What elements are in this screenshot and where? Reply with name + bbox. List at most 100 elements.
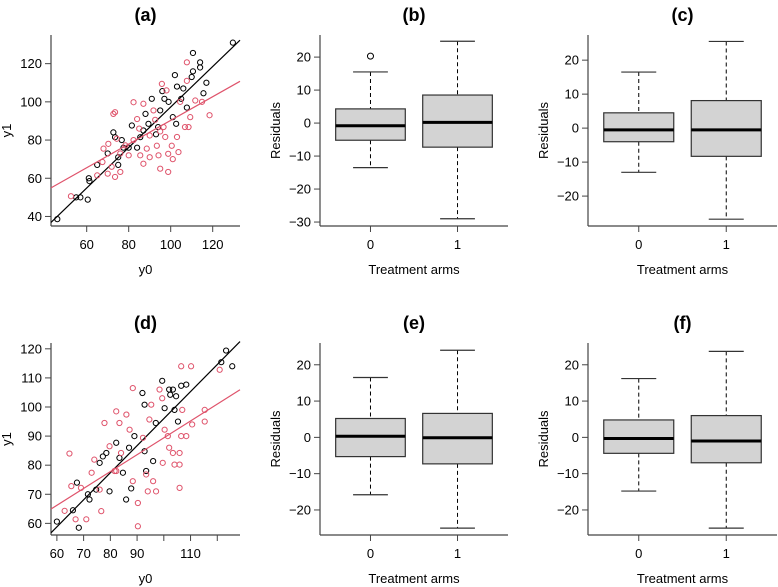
y-tick-label: 10 [565, 87, 579, 102]
x-tick-label: 110 [180, 546, 201, 561]
point-red [165, 150, 172, 157]
y-tick-label: 0 [572, 430, 579, 445]
x-axis-title: y0 [139, 262, 153, 277]
panel-title: (a) [135, 5, 157, 25]
point-red [106, 443, 113, 450]
iqr-box [603, 112, 675, 143]
point-red [162, 133, 169, 141]
point-red [206, 112, 213, 119]
y-axis-title: y1 [0, 124, 14, 138]
point-red [67, 193, 75, 200]
point-black [111, 134, 119, 141]
point-red [140, 100, 147, 107]
point-black [197, 64, 204, 71]
point-black [159, 88, 166, 95]
point-black [197, 59, 204, 66]
point-red [183, 77, 190, 84]
y-axis-title: Residuals [536, 410, 551, 468]
y-tick-label: 10 [297, 83, 311, 98]
point-red [108, 163, 115, 170]
fit-line-black [50, 39, 241, 223]
point-red [178, 363, 185, 370]
point-black [53, 518, 60, 525]
x-tick-label: 60 [50, 546, 64, 561]
point-black [123, 496, 130, 503]
point-red [117, 150, 124, 157]
point-black [173, 120, 180, 127]
y-tick-label: 120 [20, 341, 42, 356]
point-red [176, 449, 183, 457]
point-red [178, 432, 185, 440]
point-red [157, 128, 164, 135]
point-black [75, 524, 82, 531]
point-red [111, 109, 119, 116]
point-red [144, 488, 151, 495]
point-red [157, 165, 164, 172]
point-red [117, 168, 124, 176]
x-tick-label: 80 [103, 546, 117, 561]
point-black [84, 196, 91, 203]
point-black [148, 95, 155, 102]
box-1 [422, 40, 493, 220]
point-black [157, 107, 164, 114]
point-black [86, 496, 93, 503]
point-red [201, 418, 208, 425]
point-red [140, 160, 147, 167]
point-red [175, 148, 182, 156]
panel-title: (d) [134, 313, 157, 333]
point-black [86, 178, 93, 185]
point-black [143, 467, 150, 475]
box-0 [335, 52, 406, 169]
point-black [131, 432, 138, 440]
panel-f: (f) −20 −10 0 10 20 0 1 Treatment arms Residuals [536, 313, 777, 586]
point-black [128, 122, 135, 129]
point-red [146, 416, 153, 423]
point-red [113, 408, 120, 415]
y-tick-label: 80 [28, 458, 42, 473]
y-tick-label: −20 [557, 189, 579, 204]
point-red [129, 384, 136, 392]
point-red [176, 461, 183, 468]
y-tick-label: −10 [289, 466, 311, 481]
y-tick-label: 10 [565, 394, 579, 409]
point-black [99, 453, 106, 460]
point-black [218, 359, 225, 366]
box-1 [690, 40, 762, 220]
y-axis-title: Residuals [268, 410, 283, 468]
point-red [192, 97, 199, 104]
box-1 [690, 350, 762, 529]
point-black [152, 131, 160, 138]
point-black [118, 136, 125, 144]
y-tick-label: 10 [297, 394, 311, 409]
point-red [185, 123, 192, 131]
point-red [101, 419, 108, 427]
point-black [183, 104, 190, 111]
point-red [181, 123, 189, 131]
point-red [166, 444, 173, 451]
y-tick-label: 70 [28, 487, 42, 502]
point-black [165, 98, 172, 105]
y-tick-label: −10 [557, 155, 579, 170]
point-black [189, 68, 197, 75]
point-black [189, 49, 197, 57]
x-tick-label: 0 [367, 237, 374, 252]
point-black [85, 175, 92, 182]
point-red [169, 449, 177, 457]
y-tick-label: 20 [297, 50, 311, 65]
point-red [143, 145, 150, 152]
iqr-box [690, 414, 762, 464]
point-black [183, 381, 190, 388]
point-red [68, 483, 75, 490]
point-red [161, 426, 168, 433]
point-red [143, 471, 150, 478]
y-axis-title: y1 [0, 432, 14, 446]
point-red [152, 488, 160, 495]
point-red [171, 461, 178, 468]
point-black [178, 382, 185, 389]
y-tick-label: −20 [289, 502, 311, 517]
y-tick-label: −20 [557, 502, 579, 517]
point-red [153, 142, 160, 149]
panel-title: (f) [674, 313, 692, 333]
x-tick-label: 70 [76, 546, 90, 561]
point-red [98, 508, 105, 515]
